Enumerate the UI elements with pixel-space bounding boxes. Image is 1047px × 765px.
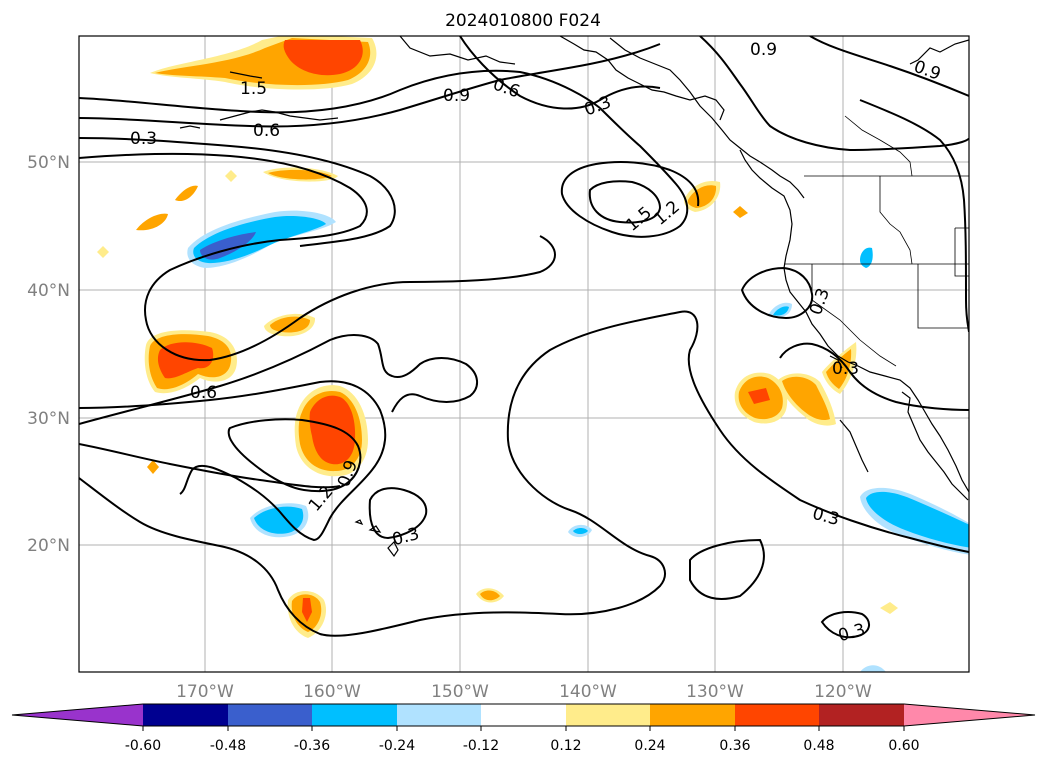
contour-label: 0.9 <box>750 40 777 60</box>
lat-label: 50°N <box>27 153 70 173</box>
colorbar-right-extension <box>904 704 1035 726</box>
latitude-labels: 50°N 40°N 30°N 20°N <box>27 153 70 556</box>
contour-label: 0.6 <box>253 121 280 141</box>
colorbar-segment <box>650 704 735 726</box>
colorbar-tick-label: -0.36 <box>294 738 330 754</box>
lat-label: 20°N <box>27 536 70 556</box>
colorbar-segment <box>481 704 566 726</box>
lat-label: 30°N <box>27 409 70 429</box>
colorbar-tick-label: 0.36 <box>719 738 750 754</box>
colorbar-segment <box>819 704 904 726</box>
colorbar-tick-label: 0.60 <box>888 738 919 754</box>
colorbar-tick-label: 0.24 <box>634 738 665 754</box>
lon-label: 140°W <box>559 682 617 702</box>
colorbar-tick-label: -0.24 <box>379 738 415 754</box>
colorbar-tick-label: -0.12 <box>463 738 499 754</box>
figure-title: 2024010800 F024 <box>445 11 601 31</box>
lon-label: 170°W <box>176 682 234 702</box>
contour-lines <box>79 36 969 639</box>
colorbar-tick-label: 0.12 <box>550 738 581 754</box>
colorbar-left-extension <box>12 704 143 726</box>
colorbar-segment <box>143 704 228 726</box>
lon-label: 130°W <box>686 682 744 702</box>
map-frame <box>78 35 970 673</box>
colorbar-tick-label: -0.60 <box>125 738 161 754</box>
contour-label: 0.3 <box>832 359 859 379</box>
contour-label: 0.3 <box>130 129 157 149</box>
colorbar-segment <box>312 704 397 726</box>
lat-label: 40°N <box>27 281 70 301</box>
lon-label: 120°W <box>814 682 872 702</box>
longitude-labels: 170°W 160°W 150°W 140°W 130°W 120°W <box>176 682 872 702</box>
map-panel: 1.5 0.6 0.9 0.6 0.3 0.9 0.9 0.3 1.5 1.2 … <box>79 36 969 672</box>
colorbar-segment <box>228 704 312 726</box>
contour-label: 1.5 <box>240 79 267 99</box>
colorbar-segment <box>397 704 481 726</box>
anomaly-fills <box>97 36 969 672</box>
contour-label: 0.9 <box>443 86 470 106</box>
lon-label: 150°W <box>431 682 489 702</box>
colorbar-tick-label: 0.48 <box>803 738 834 754</box>
colorbar-segment <box>566 704 650 726</box>
contour-label: 0.6 <box>190 383 217 403</box>
lon-label: 160°W <box>303 682 361 702</box>
colorbar-segment <box>735 704 819 726</box>
colorbar: -0.60 -0.48 -0.36 -0.24 -0.12 0.12 0.24 … <box>11 703 1036 754</box>
colorbar-tick-label: -0.48 <box>210 738 246 754</box>
